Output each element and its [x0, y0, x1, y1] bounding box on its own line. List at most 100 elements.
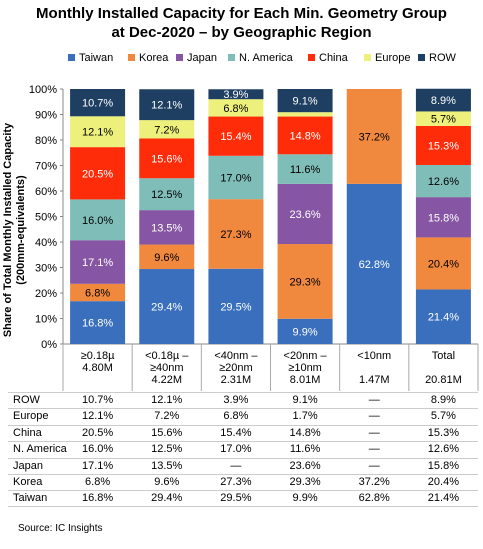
table-cell: 12.5%: [151, 443, 183, 456]
x-tick-label: 4.22M: [151, 374, 182, 386]
table-row: Taiwan 16.8% 29.4% 29.5% 9.9% 62.8% 21.4%: [8, 490, 478, 508]
legend-label: N. America: [239, 52, 293, 64]
row-label: Europe: [13, 410, 49, 423]
table-cell: 8.9%: [430, 394, 456, 406]
table-cell: —: [230, 459, 242, 472]
bar-segment-n-america: [70, 199, 126, 241]
data-label: 6.8%: [223, 103, 248, 115]
bar-segment-china: [415, 125, 471, 165]
bar-segment-taiwan: [139, 269, 195, 344]
bar-segment-korea: [277, 244, 333, 319]
bar-segment-taiwan: [208, 268, 264, 344]
bar-segment-china: [139, 138, 195, 179]
bar-segment-europe: [208, 99, 264, 117]
row-label: Korea: [13, 476, 43, 488]
data-label: 7.2%: [154, 124, 179, 136]
bar-segment-row: [208, 89, 264, 100]
x-tick-label: ≥40nm: [150, 362, 184, 374]
table-cell: 6.8%: [223, 410, 249, 423]
bar-segment-n-america: [139, 178, 195, 211]
data-label: 29.3%: [289, 276, 320, 288]
data-label: 29.5%: [220, 301, 251, 313]
data-label: 20.5%: [82, 168, 113, 180]
stacked-bar-chart: 0% 10% 20% 30% 40% 50% 60% 70% 80% 90% 100% 16.8% 6.…: [29, 84, 479, 391]
legend-item: Europe: [364, 52, 410, 64]
table-row: Europe 12.1% 7.2% 6.8% 1.7% — 5.7%: [8, 408, 478, 424]
legend-item: Taiwan: [68, 52, 113, 64]
bar-segment-japan: [415, 197, 471, 238]
y-tick-label: 90%: [35, 110, 57, 122]
data-label: 12.6%: [428, 176, 459, 188]
x-tick-label: 1.47M: [359, 374, 390, 386]
legend-item: ROW: [418, 52, 456, 64]
table-cell: —: [368, 410, 380, 423]
data-label: 21.4%: [428, 312, 459, 324]
bar-segment-korea: [415, 237, 471, 290]
bar-segment-korea: [70, 283, 126, 302]
bar-segment-taiwan: [70, 301, 126, 344]
data-label: 12.1%: [82, 127, 113, 139]
x-tick-label: ≥10nm: [288, 362, 322, 374]
data-label: 9.1%: [293, 96, 318, 108]
row-label: China: [13, 426, 42, 439]
data-label: 5.7%: [431, 114, 456, 126]
table-cell: 27.3%: [220, 476, 252, 488]
bar-segment-japan: [277, 183, 333, 245]
legend-label: Korea: [139, 52, 169, 64]
table-row: Japan 17.1% 13.5% — 23.6% — 15.8%: [8, 457, 478, 474]
bar-segment-japan: [139, 210, 195, 245]
legend-item: N. America: [228, 52, 293, 64]
legend-item: Korea: [128, 52, 168, 64]
source-note: Source: IC Insights: [18, 523, 103, 534]
table-cell: 62.8%: [358, 492, 390, 505]
legend-label: China: [319, 52, 348, 64]
table-cell: —: [368, 426, 380, 439]
row-label: Japan: [13, 459, 43, 472]
data-label: 12.1%: [151, 100, 182, 112]
y-tick-label: 30%: [35, 263, 57, 275]
data-label: 8.9%: [431, 95, 456, 107]
x-tick-label: ≥0.18µ: [81, 350, 115, 362]
table-cell: —: [368, 459, 380, 472]
bar-segment-n-america: [415, 164, 471, 198]
table-cell: 20.4%: [427, 476, 459, 488]
data-label: 37.2%: [359, 131, 390, 143]
row-label: ROW: [13, 394, 40, 406]
legend-swatch: [364, 54, 371, 61]
data-label: 12.5%: [151, 189, 182, 201]
data-label: 14.8%: [289, 130, 320, 142]
y-tick-label: 10%: [35, 314, 57, 326]
data-label: 29.4%: [151, 302, 182, 314]
bar-segment-europe: [139, 120, 195, 139]
x-tick-label: 4.80M: [82, 362, 113, 374]
y-tick-label: 20%: [35, 288, 57, 300]
table-row: China 20.5% 15.6% 15.4% 14.8% — 15.3%: [8, 424, 478, 441]
legend-label: Taiwan: [79, 52, 114, 64]
bar-segment-korea: [208, 199, 264, 269]
table-row: ROW 10.7% 12.1% 3.9% 9.1% — 8.9%: [8, 392, 478, 408]
bar-segment-korea: [346, 89, 402, 184]
bar-segment-europe: [415, 111, 471, 126]
x-tick-label: Total: [432, 350, 455, 362]
data-label: 13.5%: [151, 222, 182, 234]
bar-segment-taiwan: [277, 318, 333, 344]
table-cell: 20.5%: [81, 426, 114, 439]
table-cell: 1.7%: [292, 410, 318, 423]
table-cell: 21.4%: [427, 492, 459, 505]
legend-item: Japan: [176, 52, 217, 64]
table-cell: 3.9%: [223, 394, 249, 406]
table-cell: 37.2%: [358, 476, 390, 488]
legend-swatch: [68, 54, 75, 61]
bar-segment-row: [415, 88, 471, 112]
row-label: N. America: [13, 443, 67, 456]
table-cell: 10.7%: [81, 394, 114, 406]
table-cell: 12.1%: [81, 410, 114, 423]
table-cell: 7.2%: [154, 410, 180, 423]
data-label: 16.0%: [82, 215, 113, 227]
table-cell: 15.6%: [151, 426, 183, 439]
row-label: Taiwan: [13, 492, 48, 505]
table-cell: 29.4%: [151, 492, 183, 505]
data-label: 3.9%: [223, 89, 248, 101]
bar-segment-taiwan: [415, 289, 471, 344]
x-tick-label: ≥20nm: [219, 362, 253, 374]
